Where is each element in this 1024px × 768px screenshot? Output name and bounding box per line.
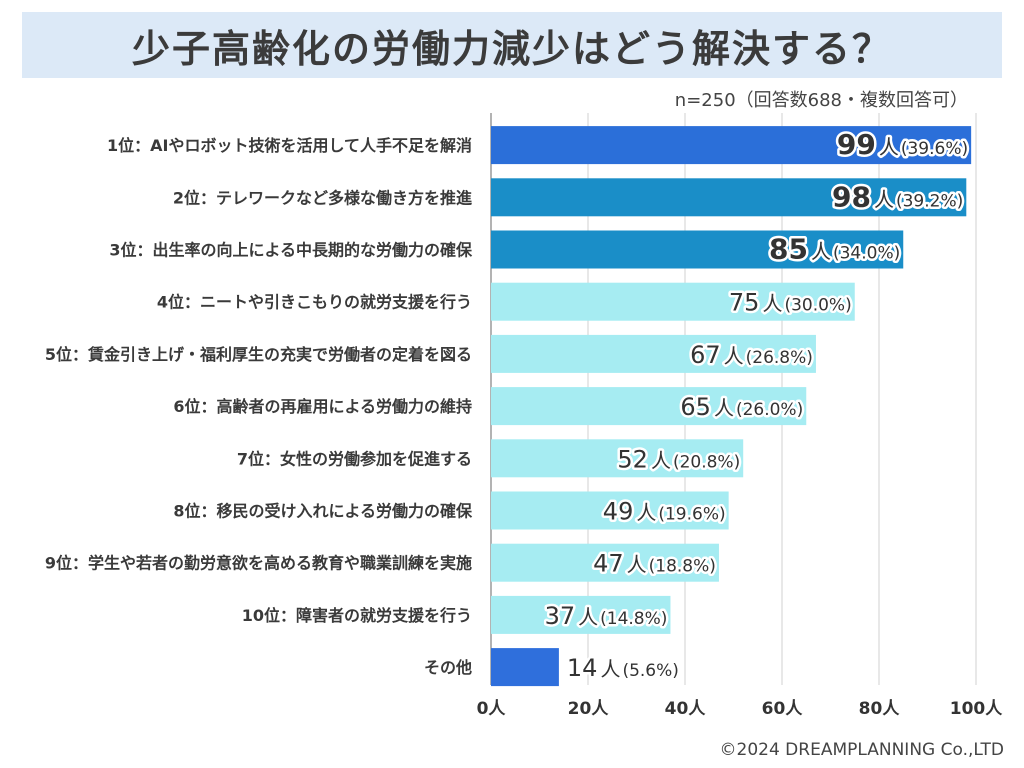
data-label: 47 人 (18.8%): [593, 550, 716, 578]
category-label: 10位：障害者の就労支援を行う: [242, 606, 472, 625]
x-tick-label: 100人: [950, 699, 1003, 719]
bar: [491, 178, 967, 217]
category-labels: 1位：AIやロボット技術を活用して人手不足を解消 2位：テレワークなど多様な働き方…: [45, 136, 473, 677]
category-label: 5位：賃金引き上げ・福利厚生の充実で労働者の定着を図る: [45, 345, 472, 364]
bar: [491, 387, 807, 426]
category-label: 3位：出生率の向上による中長期的な労働力の確保: [109, 241, 473, 260]
bar: [491, 334, 816, 373]
bar: [491, 595, 671, 634]
x-tick-label: 80人: [859, 699, 901, 719]
bar: [491, 439, 744, 478]
bar: [491, 126, 972, 165]
category-label: 6位：高齢者の再雇用による労働力の維持: [173, 397, 472, 416]
data-label: 75 人 (30.0%): [729, 289, 852, 317]
copyright-notice: ©2024 DREAMPLANNING Co.,LTD: [719, 740, 1004, 760]
category-label: 4位：ニートや引きこもりの就労支援を行う: [157, 293, 472, 312]
x-tick-label: 60人: [762, 699, 804, 719]
data-label: 37 人 (14.8%): [545, 602, 668, 630]
category-label: 2位：テレワークなど多様な働き方を推進: [173, 188, 472, 207]
bar: [491, 230, 904, 269]
data-label: 52 人 (20.8%): [617, 445, 740, 473]
category-label: 8位：移民の受け入れによる労働力の確保: [173, 502, 473, 521]
x-tick-label: 0人: [477, 699, 507, 719]
bar-chart: 1位：AIやロボット技術を活用して人手不足を解消 2位：テレワークなど多様な働き方…: [45, 113, 1004, 719]
bars: [491, 126, 972, 687]
data-label: 67 人 (26.8%): [690, 341, 813, 369]
data-label: 49 人 (19.6%): [603, 498, 726, 526]
sample-size-note: n=250（回答数688・複数回答可）: [674, 90, 968, 111]
data-label: 65 人 (26.0%): [680, 393, 803, 421]
category-label: 1位：AIやロボット技術を活用して人手不足を解消: [107, 136, 472, 155]
category-label: 7位：女性の労働参加を促進する: [237, 449, 472, 468]
bar: [491, 543, 719, 582]
data-labels: 99 人 (39.6%) 98 人 (39.2%) 85 人 (34.0%) 75 人 (30.0%)…: [542, 126, 971, 685]
chart-title: 少子高齢化の労働力減少はどう解決する？: [131, 26, 892, 71]
bar: [491, 282, 855, 321]
x-tick-label: 40人: [665, 699, 707, 719]
data-label: 14 人 (5.6%): [567, 654, 679, 682]
bar: [491, 648, 559, 687]
data-label: 85 人 (34.0%): [769, 233, 900, 266]
data-label: 99 人 (39.6%): [837, 128, 968, 161]
x-tick-label: 20人: [568, 699, 610, 719]
category-label: 9位：学生や若者の勤労意欲を高める教育や職業訓練を実施: [45, 554, 472, 573]
title-band: 少子高齢化の労働力減少はどう解決する？: [22, 12, 1002, 78]
category-label: その他: [424, 658, 472, 677]
bar: [491, 491, 729, 530]
data-label: 98 人 (39.2%): [832, 180, 963, 213]
x-axis-ticks: 0人 20人 40人 60人 80人 100人: [477, 699, 1004, 719]
